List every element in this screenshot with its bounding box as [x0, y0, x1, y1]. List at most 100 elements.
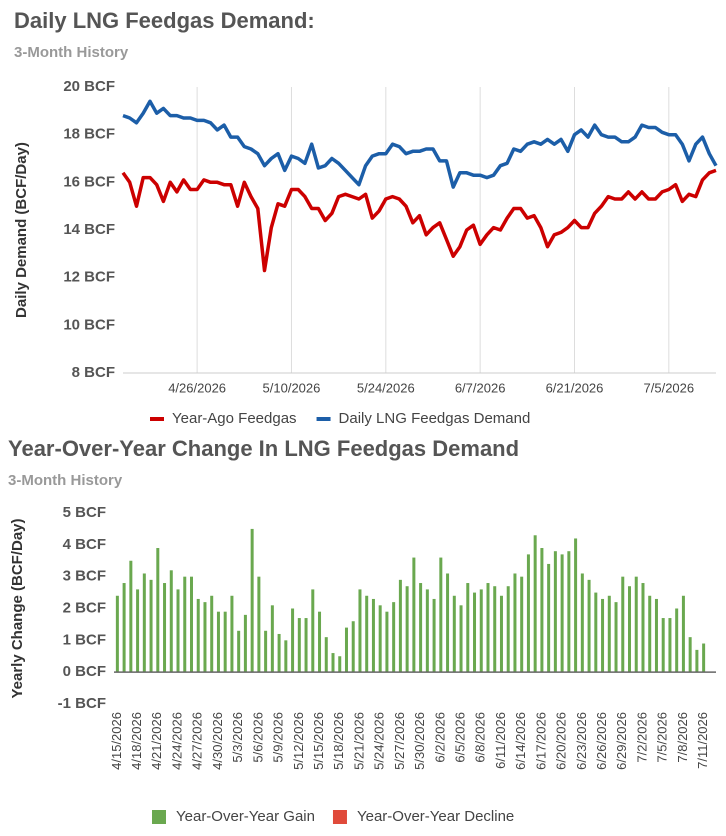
bar	[129, 560, 133, 673]
x-tick-label: 4/15/2026	[109, 712, 124, 770]
bar	[284, 640, 288, 673]
bar	[169, 570, 173, 673]
x-tick-label: 5/6/2026	[250, 712, 265, 763]
bar	[230, 595, 234, 673]
bar	[641, 583, 645, 673]
chart-title: Year-Over-Year Change In LNG Feedgas Dem…	[8, 436, 519, 461]
bar	[392, 602, 396, 673]
x-tick-label: 4/27/2026	[190, 712, 205, 770]
bar	[142, 573, 146, 673]
bar	[648, 595, 652, 673]
x-tick-label: 5/24/2026	[357, 380, 415, 395]
chart-title: Daily LNG Feedgas Demand:	[14, 8, 315, 33]
bar	[311, 589, 315, 673]
x-tick-label: 4/30/2026	[210, 712, 225, 770]
bar	[203, 602, 207, 673]
x-tick-label: 6/7/2026	[455, 380, 506, 395]
bar	[183, 576, 187, 673]
bar	[668, 618, 672, 673]
bar	[122, 583, 126, 673]
legend-label: Daily LNG Feedgas Demand	[339, 410, 531, 427]
x-tick-label: 6/23/2026	[574, 712, 589, 770]
bar	[473, 592, 477, 673]
y-tick-label: 1 BCF	[63, 631, 106, 648]
data-line	[122, 99, 718, 189]
x-tick-label: 5/15/2026	[311, 712, 326, 770]
bar	[688, 637, 692, 673]
x-tick-label: 5/21/2026	[351, 712, 366, 770]
x-tick-label: 7/2/2026	[634, 712, 649, 763]
bar	[149, 579, 153, 673]
bar	[594, 592, 598, 673]
bar	[486, 583, 490, 673]
bar	[607, 595, 611, 673]
y-axis-label: Daily Demand (BCF/Day)	[13, 142, 30, 318]
bar	[264, 630, 268, 673]
bar	[344, 627, 348, 673]
bar	[580, 573, 584, 673]
x-tick-label: 4/24/2026	[169, 712, 184, 770]
bar	[681, 595, 685, 673]
bar	[412, 557, 416, 673]
bar	[163, 583, 167, 673]
x-tick-label: 6/8/2026	[473, 712, 488, 763]
bar	[675, 608, 679, 673]
x-tick-label: 5/30/2026	[412, 712, 427, 770]
bar	[520, 576, 524, 673]
x-tick-label: 6/5/2026	[452, 712, 467, 763]
bar	[419, 583, 423, 673]
bar	[358, 589, 362, 673]
x-tick-label: 5/27/2026	[392, 712, 407, 770]
bar	[250, 528, 254, 673]
bar	[601, 598, 605, 673]
chart-subtitle: 3-Month History	[8, 472, 123, 489]
bar	[210, 595, 214, 673]
bar	[304, 618, 308, 673]
legend-label: Year-Over-Year Decline	[357, 808, 514, 825]
x-tick-label: 6/29/2026	[614, 712, 629, 770]
x-tick-label: 4/26/2026	[168, 380, 226, 395]
x-tick-label: 7/8/2026	[675, 712, 690, 763]
bar	[540, 548, 544, 673]
bar	[695, 649, 699, 673]
bar	[432, 598, 436, 673]
bar	[459, 605, 463, 673]
x-tick-label: 5/3/2026	[230, 712, 245, 763]
bar	[318, 611, 322, 673]
bar	[115, 595, 119, 673]
bar	[338, 656, 342, 673]
bar	[257, 576, 261, 673]
x-tick-label: 4/21/2026	[149, 712, 164, 770]
y-tick-label: 8 BCF	[72, 364, 115, 381]
bar	[331, 653, 335, 673]
y-tick-label: 5 BCF	[63, 504, 106, 521]
bar	[560, 554, 564, 673]
x-tick-label: 7/11/2026	[695, 712, 710, 769]
bar	[156, 548, 160, 673]
bar	[574, 538, 578, 673]
bar	[237, 630, 241, 673]
y-tick-label: 10 BCF	[63, 316, 115, 333]
y-tick-label: 18 BCF	[63, 126, 115, 143]
bar	[243, 614, 247, 673]
bar	[365, 595, 369, 673]
x-tick-label: 7/5/2026	[644, 380, 695, 395]
x-tick-label: 6/14/2026	[513, 712, 528, 770]
bar	[277, 633, 281, 673]
x-tick-label: 5/24/2026	[372, 712, 387, 770]
legend-swatch	[332, 810, 347, 824]
bar	[223, 611, 227, 673]
legend-label: Year-Over-Year Gain	[176, 808, 315, 825]
bar	[526, 554, 530, 673]
bar	[452, 595, 456, 673]
bar	[702, 643, 706, 673]
bar	[654, 598, 658, 673]
y-tick-label: 14 BCF	[63, 221, 115, 238]
y-tick-label: 4 BCF	[63, 536, 106, 553]
bar	[446, 573, 450, 673]
y-tick-label: 12 BCF	[63, 269, 115, 286]
bar	[533, 535, 537, 673]
x-tick-label: 6/2/2026	[432, 712, 447, 763]
bar	[136, 589, 140, 673]
